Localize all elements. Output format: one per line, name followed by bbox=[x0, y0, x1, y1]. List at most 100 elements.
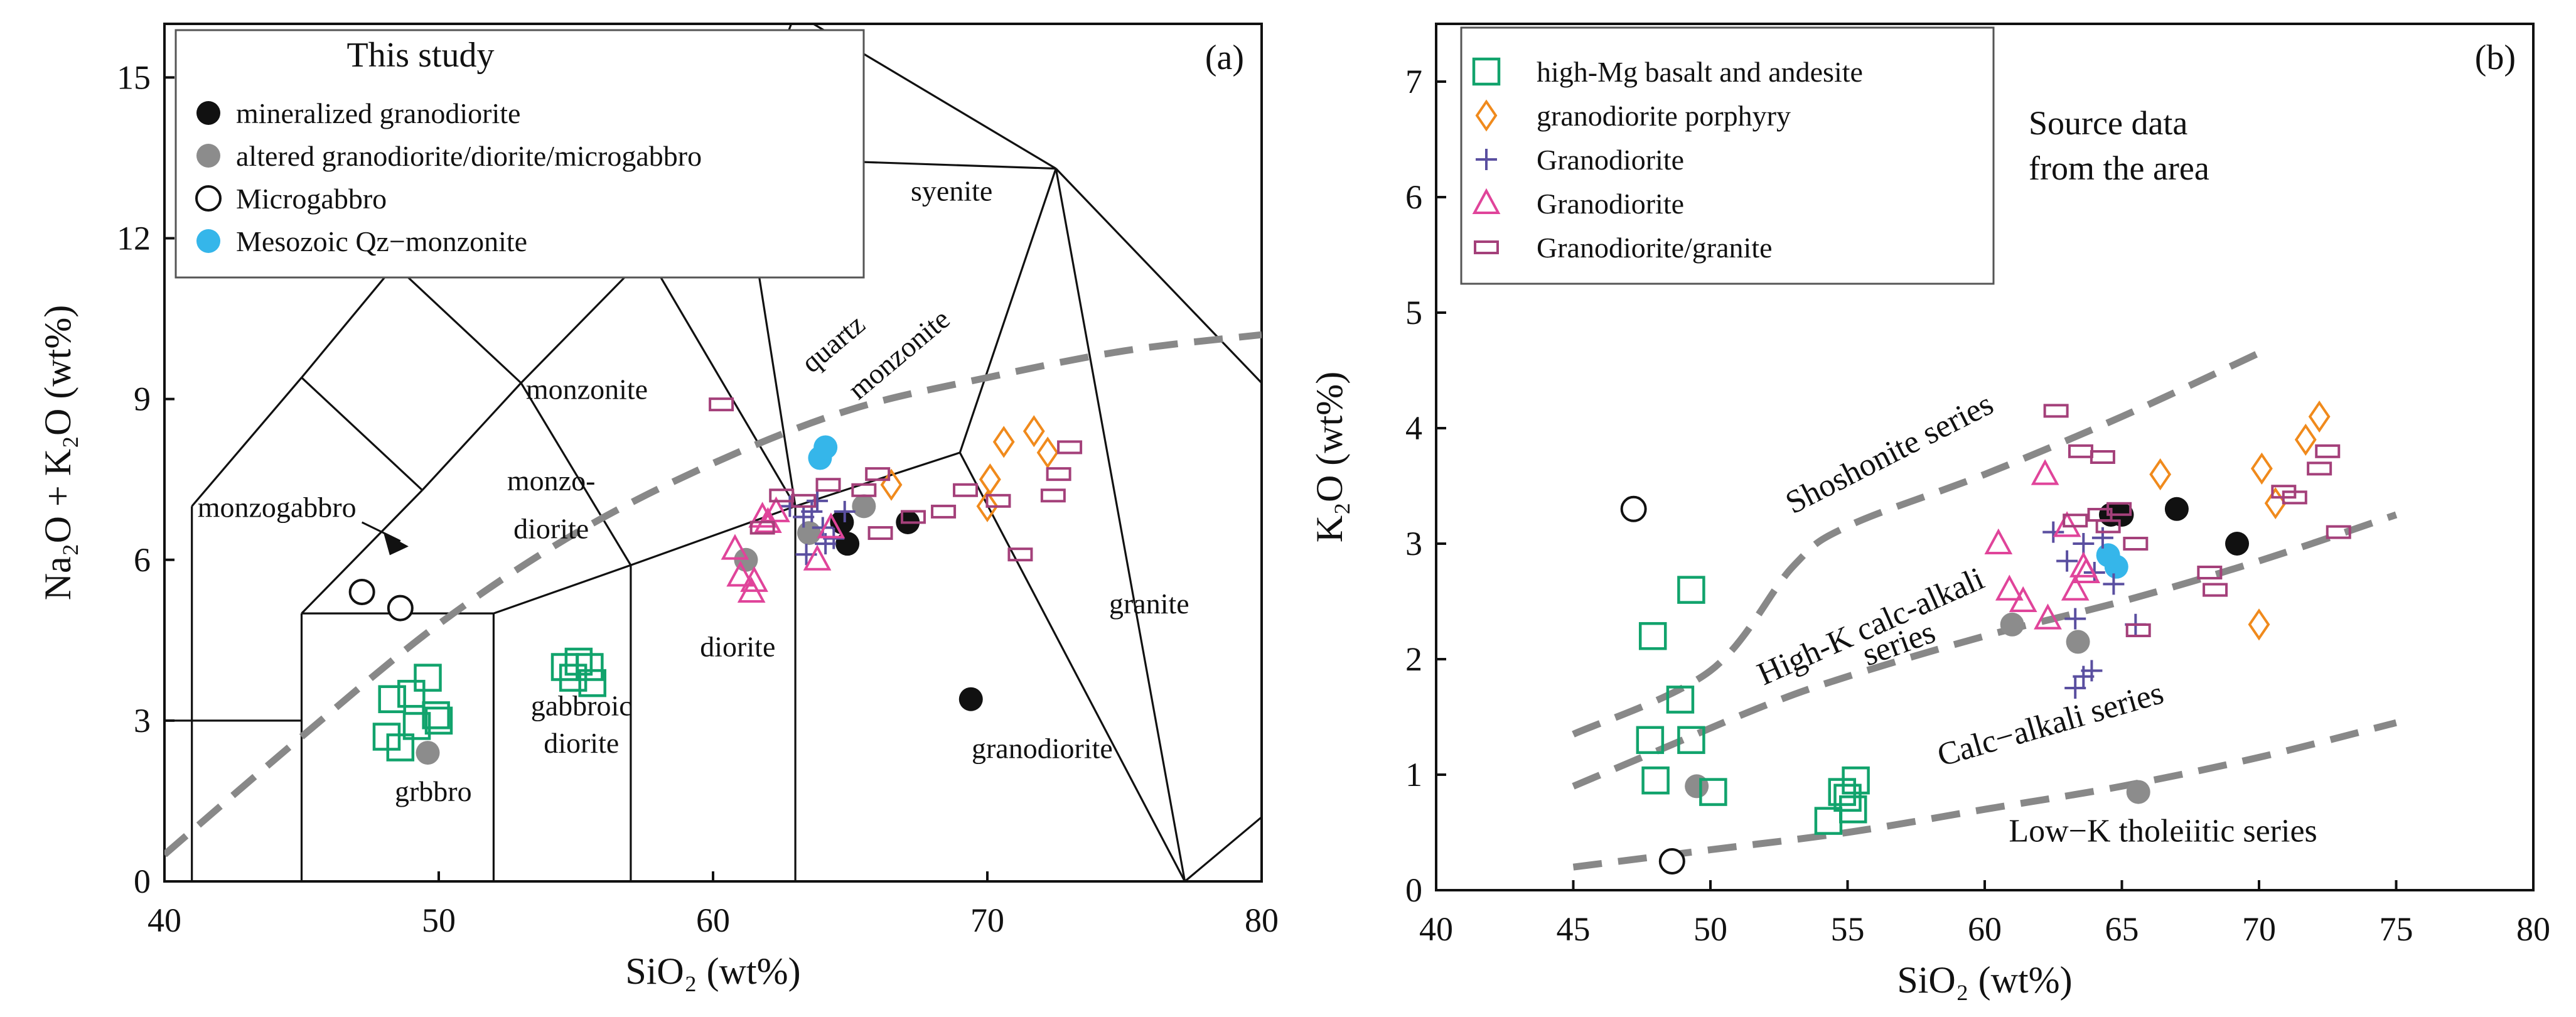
data-point bbox=[2104, 554, 2128, 579]
data-point-shape bbox=[578, 669, 606, 697]
data-point-shape bbox=[2126, 780, 2150, 804]
source-note-line1: Source data bbox=[2029, 104, 2187, 142]
data-point bbox=[2197, 566, 2223, 579]
series-4 bbox=[372, 647, 606, 761]
data-point-shape bbox=[2250, 452, 2273, 485]
data-point bbox=[2031, 459, 2059, 485]
field-boundary bbox=[301, 489, 423, 615]
data-point bbox=[2315, 444, 2341, 458]
data-point-shape bbox=[1036, 436, 1059, 469]
data-point-shape bbox=[2248, 608, 2270, 641]
panel-a-tas-diagram: 40 50 60 70 80 0 3 6 9 12 15 SiO₂ (wt%) Na₂O + K₂O (… bbox=[37, 23, 1279, 992]
data-point-shape bbox=[2307, 461, 2332, 476]
series-8 bbox=[2043, 404, 2351, 637]
data-point bbox=[422, 701, 450, 729]
legend-box bbox=[174, 29, 865, 279]
field-boundary bbox=[958, 452, 1186, 881]
data-point-shape bbox=[1022, 415, 1045, 448]
x-tick-label: 50 bbox=[422, 901, 456, 939]
x-tick-label: 65 bbox=[2105, 910, 2139, 948]
data-point-shape bbox=[1666, 686, 1695, 714]
data-point-shape bbox=[985, 493, 1011, 508]
data-point-shape bbox=[1677, 726, 1705, 755]
data-point bbox=[1984, 528, 2013, 554]
data-point bbox=[867, 526, 893, 541]
data-point bbox=[813, 435, 838, 460]
data-point-shape bbox=[2042, 521, 2064, 543]
data-point bbox=[2326, 525, 2351, 539]
data-point bbox=[992, 426, 1015, 458]
y-tick-label: 0 bbox=[134, 863, 151, 900]
data-point bbox=[402, 712, 431, 740]
data-point bbox=[2064, 608, 2086, 630]
y-tick-label: 12 bbox=[117, 220, 151, 257]
data-point bbox=[2034, 603, 2062, 630]
magma-series-label: Calc−alkali series bbox=[1933, 675, 2167, 773]
legend-marker bbox=[1475, 99, 1498, 132]
data-point-shape bbox=[817, 512, 845, 539]
series-1 bbox=[1685, 612, 2150, 804]
series-3 bbox=[808, 435, 838, 470]
series-6 bbox=[2042, 521, 2147, 699]
data-point-shape bbox=[2000, 612, 2024, 637]
legend-marker-shape bbox=[1475, 99, 1498, 132]
legend-marker-shape bbox=[196, 229, 220, 253]
legend-source-data: high-Mg basalt and andesite granodiorite … bbox=[1460, 26, 1995, 285]
legend-marker-shape bbox=[1472, 188, 1501, 214]
data-point-shape bbox=[1638, 622, 1667, 650]
y-tick-label: 2 bbox=[1405, 640, 1422, 678]
data-point-shape bbox=[2073, 665, 2095, 687]
data-point-shape bbox=[976, 490, 999, 522]
data-point-shape bbox=[2053, 511, 2081, 537]
data-point-shape bbox=[2315, 444, 2341, 458]
data-point bbox=[578, 669, 606, 697]
data-point-shape bbox=[865, 467, 891, 482]
legend-marker-shape bbox=[196, 101, 220, 125]
series-1 bbox=[416, 494, 876, 765]
data-point-shape bbox=[2066, 630, 2090, 654]
series-7 bbox=[1984, 459, 2101, 630]
data-point bbox=[387, 595, 414, 622]
data-point bbox=[762, 496, 790, 522]
data-point-shape bbox=[979, 463, 1001, 496]
data-point bbox=[2264, 487, 2287, 520]
data-point-shape bbox=[791, 493, 817, 508]
data-point-shape bbox=[815, 478, 841, 492]
series-0 bbox=[830, 510, 983, 711]
data-point-shape bbox=[2294, 423, 2317, 456]
data-point-shape bbox=[2063, 514, 2088, 528]
data-point bbox=[2103, 573, 2125, 595]
series-0 bbox=[2099, 497, 2250, 556]
data-point-shape bbox=[1814, 807, 1843, 835]
data-point bbox=[1699, 778, 1727, 806]
data-point bbox=[2042, 521, 2064, 543]
data-point-shape bbox=[803, 544, 832, 571]
data-point-shape bbox=[867, 526, 893, 541]
series-2 bbox=[1620, 495, 1685, 874]
field-boundary bbox=[301, 377, 423, 491]
data-point bbox=[851, 483, 877, 497]
data-point bbox=[979, 463, 1001, 496]
legend-marker-shape bbox=[1476, 149, 1497, 170]
data-point bbox=[2068, 444, 2093, 458]
legend-marker bbox=[1472, 57, 1501, 86]
x-tick-label: 60 bbox=[696, 901, 730, 939]
data-point bbox=[2063, 514, 2088, 528]
series-7 bbox=[721, 496, 845, 603]
data-point bbox=[2064, 677, 2086, 699]
field-boundary bbox=[301, 264, 396, 379]
calcalkali-lowK-dashed-curve bbox=[1572, 719, 2397, 871]
data-point bbox=[2073, 665, 2095, 687]
data-point bbox=[1658, 848, 1685, 874]
panel-label: (a) bbox=[1205, 38, 1244, 77]
x-tick-label: 80 bbox=[2516, 910, 2550, 948]
data-point bbox=[1007, 547, 1033, 562]
data-point-shape bbox=[1641, 766, 1670, 795]
series-4 bbox=[1636, 576, 1870, 835]
data-point bbox=[378, 685, 406, 713]
alkaline-subalkaline-dashed-curve bbox=[164, 331, 1262, 858]
field-label: diorite bbox=[513, 513, 589, 545]
data-point-shape bbox=[807, 490, 829, 512]
y-axis-label: Na₂O + K₂O (wt%) bbox=[37, 305, 78, 601]
